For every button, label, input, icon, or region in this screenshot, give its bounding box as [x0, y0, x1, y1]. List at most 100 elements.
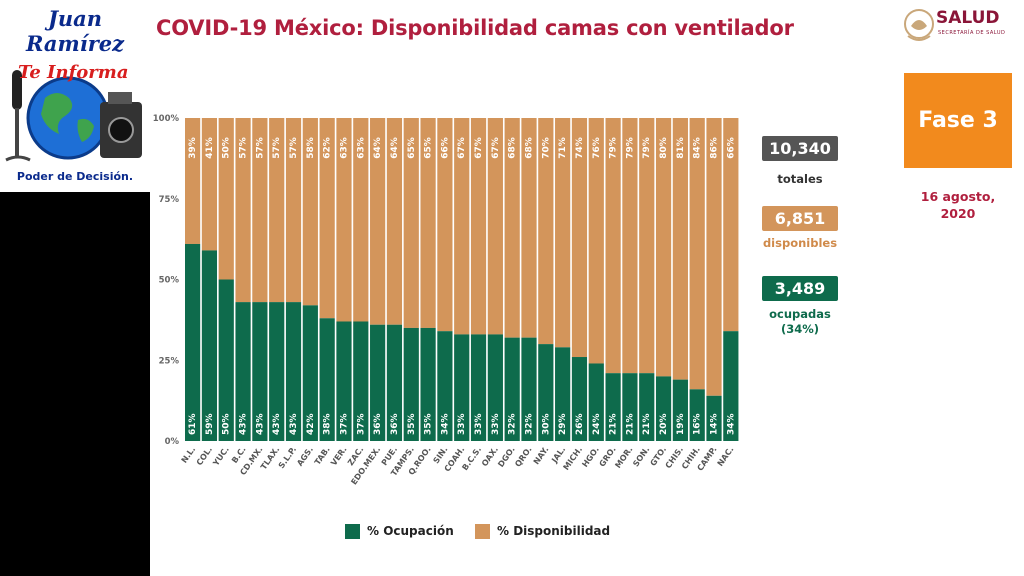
data-label-occupied: 59% [205, 413, 215, 435]
data-label-occupied: 43% [255, 413, 265, 435]
data-label-occupied: 33% [474, 413, 484, 435]
y-tick-label: 100% [153, 114, 180, 124]
channel-logo-line2: Te Informa [18, 62, 129, 83]
y-tick-label: 75% [159, 195, 180, 205]
data-label-occupied: 33% [491, 413, 501, 435]
x-tick-label: COL. [195, 445, 214, 467]
bar-occupied [504, 337, 520, 441]
bar-available [571, 118, 588, 358]
bar-available [706, 118, 722, 396]
available-beds-label: disponibles [762, 236, 838, 250]
data-label-available: 67% [474, 137, 484, 159]
coat-of-arms-icon [904, 9, 934, 41]
bar-available [185, 118, 201, 244]
legend-label-available: % Disponibilidad [497, 524, 611, 538]
salud-wordmark: SALUD [936, 8, 1000, 28]
bar-occupied [655, 376, 672, 441]
occupied-beds-value: 3,489 [762, 276, 838, 301]
salud-subtitle: SECRETARÍA DE SALUD [938, 30, 1006, 36]
bar-available [269, 118, 285, 303]
data-label-available: 65% [424, 137, 434, 159]
bar-occupied [437, 331, 453, 441]
x-tick-label: S.L.P. [277, 445, 298, 470]
data-label-available: 58% [306, 137, 316, 159]
channel-logo-line3: Poder de Decisión. [16, 170, 134, 183]
data-label-occupied: 16% [693, 413, 703, 435]
x-tick-label: TAB. [313, 445, 332, 467]
bar-available [218, 118, 234, 280]
bar-occupied [454, 334, 470, 441]
data-label-occupied: 37% [339, 413, 349, 435]
report-date: 16 agosto, 2020 [904, 188, 1012, 222]
bar-occupied [639, 373, 655, 441]
bar-occupied [588, 363, 604, 441]
data-label-occupied: 32% [525, 413, 535, 435]
data-label-available: 68% [508, 137, 518, 159]
bar-occupied [555, 347, 571, 441]
bar-available [487, 118, 503, 335]
bar-occupied [319, 318, 335, 441]
channel-logo-line1: Juan Ramírez [25, 6, 125, 56]
data-label-available: 70% [541, 137, 551, 159]
bar-available [370, 118, 386, 325]
channel-logo-graphic [5, 70, 142, 162]
data-label-occupied: 35% [407, 413, 417, 435]
x-tick-label: VER. [329, 445, 348, 467]
bar-available [723, 118, 739, 332]
data-label-occupied: 35% [424, 413, 434, 435]
data-label-available: 41% [205, 137, 215, 159]
bar-occupied [201, 250, 218, 441]
data-label-available: 63% [339, 137, 349, 159]
bar-occupied [269, 302, 285, 441]
bar-occupied [723, 331, 739, 441]
bar-available [201, 118, 218, 251]
bar-occupied [285, 302, 302, 441]
bar-occupied [252, 302, 268, 441]
data-label-available: 79% [625, 137, 635, 159]
bar-available [639, 118, 655, 374]
legend-swatch-occupied [345, 524, 360, 539]
report-date-line1: 16 agosto, [920, 189, 996, 204]
x-tick-label: YUC. [211, 445, 231, 468]
data-label-occupied: 38% [323, 413, 333, 435]
data-label-occupied: 21% [625, 413, 635, 435]
x-tick-label: NAC. [716, 445, 736, 468]
bar-occupied [336, 321, 352, 441]
data-label-available: 79% [609, 137, 619, 159]
data-label-occupied: 42% [306, 413, 316, 435]
data-label-available: 65% [407, 137, 417, 159]
data-label-occupied: 29% [558, 413, 568, 435]
data-label-available: 64% [390, 137, 400, 159]
y-tick-label: 0% [165, 437, 180, 447]
bar-occupied [353, 321, 369, 441]
channel-logo: Juan Ramírez Te Informa Poder de Decisió… [0, 0, 150, 192]
bar-available [302, 118, 318, 306]
data-label-available: 57% [272, 137, 282, 159]
legend-swatch-available [475, 524, 490, 539]
bar-occupied [538, 344, 554, 441]
bar-available [622, 118, 638, 374]
bar-available [504, 118, 520, 338]
bar-occupied [605, 373, 621, 441]
data-label-available: 57% [255, 137, 265, 159]
bar-occupied [370, 324, 386, 441]
data-label-occupied: 50% [222, 413, 232, 435]
data-label-occupied: 21% [609, 413, 619, 435]
data-label-occupied: 61% [188, 413, 198, 435]
bar-occupied [470, 334, 487, 441]
x-tick-label: DGO. [496, 445, 516, 469]
bar-available [403, 118, 419, 328]
report-date-line2: 2020 [940, 206, 976, 221]
data-label-occupied: 36% [390, 413, 400, 435]
chart-legend: % Ocupación % Disponibilidad [345, 522, 625, 542]
bar-occupied [403, 327, 419, 441]
x-tick-label: AGS. [295, 445, 315, 468]
page-title: COVID-19 México: Disponibilidad camas co… [156, 16, 794, 40]
occupied-beds-percent: (34%) [780, 322, 820, 336]
data-label-occupied: 20% [659, 413, 669, 435]
bar-available [252, 118, 268, 303]
bar-available [336, 118, 352, 322]
bar-occupied [521, 337, 537, 441]
data-label-available: 74% [575, 137, 585, 159]
bar-occupied [571, 357, 588, 441]
